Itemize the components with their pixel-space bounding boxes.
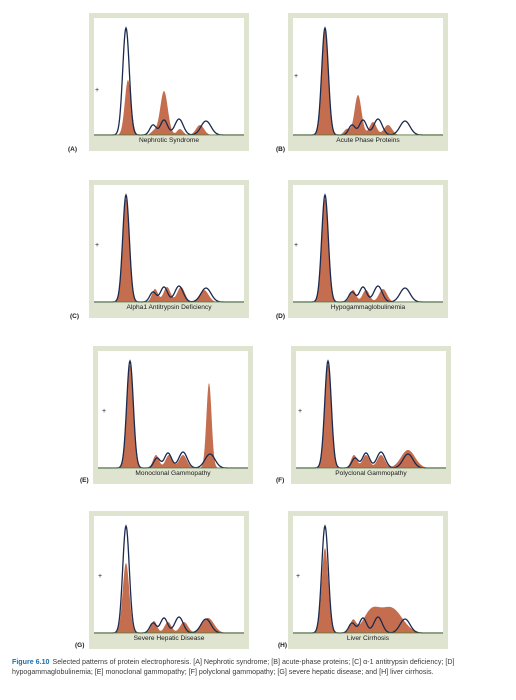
panel-d: Hypogammaglobulinemia + (D) xyxy=(276,180,448,320)
panel-letter: (A) xyxy=(68,146,78,153)
panel-caption: Polyclonal Gammopathy xyxy=(335,470,407,477)
patient-curve xyxy=(293,548,443,633)
anode-plus: + xyxy=(102,408,107,415)
panel-plot xyxy=(293,185,443,303)
anode-plus: + xyxy=(298,408,303,415)
panel-plot xyxy=(94,185,244,303)
panel-letter: (E) xyxy=(80,477,89,484)
electrophoresis-trace xyxy=(293,26,443,136)
panel-letter: (D) xyxy=(276,313,286,320)
panel-caption: Severe Hepatic Disease xyxy=(133,635,205,642)
panel-a: Nephrotic Syndrome + (A) xyxy=(68,13,249,153)
normal-curve xyxy=(296,359,446,469)
normal-curve xyxy=(94,193,244,303)
normal-curve xyxy=(94,524,244,634)
patient-curve xyxy=(94,199,244,302)
figure-caption: Figure 6.10 Selected patterns of protein … xyxy=(12,658,508,677)
panel-b: Acute Phase Proteins + (B) xyxy=(276,13,448,153)
electrophoresis-trace xyxy=(293,193,443,303)
panel-plot xyxy=(94,18,244,136)
anode-plus: + xyxy=(294,73,299,80)
electrophoresis-trace xyxy=(94,26,244,136)
panel-caption: Alpha1 Antitrypsin Deficiency xyxy=(126,304,212,311)
panel-e: Monoclonal Gammopathy + (E) xyxy=(80,346,253,484)
panel-caption: Monoclonal Gammopathy xyxy=(135,470,211,477)
panel-caption: Hypogammaglobulinemia xyxy=(330,304,406,311)
panel-letter: (H) xyxy=(278,642,288,649)
panel-h: Liver Cirrhosis + (H) xyxy=(278,511,448,649)
normal-curve xyxy=(293,26,443,136)
normal-curve xyxy=(293,193,443,303)
panel-plot xyxy=(98,351,248,469)
anode-plus: + xyxy=(98,573,103,580)
panel-caption: Liver Cirrhosis xyxy=(346,635,390,642)
panel-plot xyxy=(293,516,443,634)
patient-curve xyxy=(293,31,443,135)
panel-letter: (C) xyxy=(70,313,80,320)
panel-plot xyxy=(94,516,244,634)
panel-g: Severe Hepatic Disease + (G) xyxy=(75,511,249,649)
anode-plus: + xyxy=(296,573,301,580)
panel-letter: (B) xyxy=(276,146,286,153)
patient-curve xyxy=(98,365,248,468)
electrophoresis-trace xyxy=(94,193,244,303)
anode-plus: + xyxy=(294,242,299,249)
figure-label: Figure 6.10 xyxy=(12,658,50,666)
patient-curve xyxy=(94,80,244,135)
anode-plus: + xyxy=(95,87,100,94)
electrophoresis-trace xyxy=(94,524,244,634)
panel-plot xyxy=(293,18,443,136)
patient-curve xyxy=(293,199,443,302)
panel-caption: Nephrotic Syndrome xyxy=(138,137,200,144)
patient-curve xyxy=(94,563,244,633)
figure-caption-text: Selected patterns of protein electrophor… xyxy=(12,658,455,676)
panel-plot xyxy=(296,351,446,469)
panel-f: Polyclonal Gammopathy + (F) xyxy=(276,346,451,484)
panel-letter: (F) xyxy=(276,477,285,484)
panel-letter: (G) xyxy=(75,642,85,649)
panel-caption: Acute Phase Proteins xyxy=(336,137,400,144)
panel-c: Alpha1 Antitrypsin Deficiency + (C) xyxy=(70,180,249,320)
anode-plus: + xyxy=(95,242,100,249)
electrophoresis-trace xyxy=(293,524,443,634)
electrophoresis-trace xyxy=(296,359,446,469)
normal-curve xyxy=(98,359,248,469)
patient-curve xyxy=(296,365,446,468)
electrophoresis-trace xyxy=(98,359,248,469)
